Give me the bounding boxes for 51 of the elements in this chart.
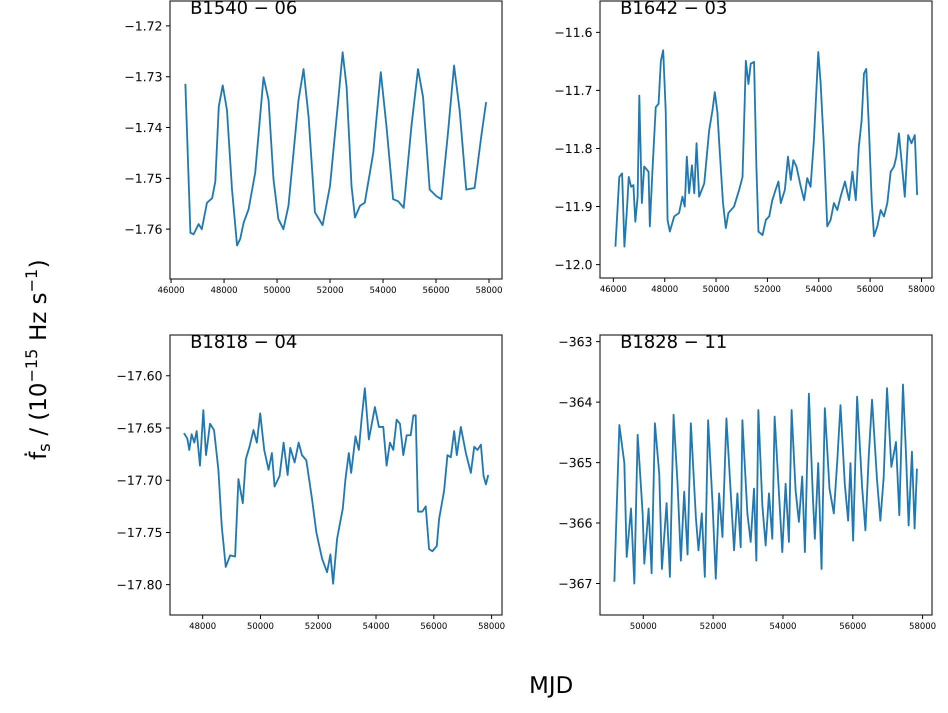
x-tick-label: 54000: [370, 286, 396, 293]
line-series: [184, 51, 488, 246]
y-tick-label: −11.7: [556, 86, 592, 95]
y-tick-label: −11.6: [556, 28, 592, 38]
x-tick-label: 58000: [910, 622, 936, 629]
y-tick-label: −1.76: [126, 224, 162, 234]
x-tick-label: 56000: [857, 286, 884, 292]
y-tick-label: −17.65: [118, 423, 162, 433]
y-tick-label: −364: [560, 397, 592, 407]
y-tick-label: −1.72: [126, 21, 162, 31]
x-tick-label: 50000: [703, 286, 729, 292]
y-tick-label: −11.8: [556, 144, 592, 154]
x-tick-label: 48000: [210, 286, 237, 293]
y-tick-label: −1.73: [126, 72, 162, 82]
x-tick-label: 54000: [770, 622, 796, 629]
x-tick-label: 54000: [806, 286, 832, 292]
y-tick-label: −17.75: [118, 528, 162, 538]
x-tick-label: 58000: [478, 622, 505, 629]
x-tick-label: 48000: [190, 622, 216, 629]
x-tick-label: 46000: [158, 286, 184, 293]
y-axis-title: ḟ$_{s}$ / (10$^{−15}$ Hz s$^{−1}$): [24, 261, 50, 460]
x-tick-label: 52000: [754, 286, 780, 292]
x-tick-label: 52000: [305, 622, 332, 629]
y-tick-label: −17.80: [118, 580, 162, 590]
x-tick-label: 54000: [363, 622, 389, 629]
x-axis-title: MJD: [531, 676, 572, 698]
y-tick-label: −363: [560, 336, 592, 346]
line-series: [613, 384, 918, 584]
y-tick-label: −366: [560, 518, 592, 528]
y-tick-label: −17.70: [118, 475, 162, 485]
y-tick-label: −11.9: [556, 202, 592, 212]
x-tick-label: 56000: [840, 622, 866, 629]
x-tick-label: 50000: [264, 286, 290, 293]
x-tick-label: 56000: [421, 622, 447, 629]
y-tick-label: −365: [560, 458, 592, 468]
y-tick-label: −1.75: [126, 174, 162, 183]
x-tick-label: 46000: [600, 286, 626, 292]
line-series: [614, 49, 918, 248]
y-tick-label: −1.74: [126, 122, 162, 132]
y-tick-label: −17.60: [118, 371, 162, 380]
y-tick-label: −12.0: [556, 260, 592, 270]
x-tick-label: 48000: [652, 286, 678, 292]
line-series: [183, 387, 490, 585]
x-tick-label: 56000: [423, 286, 449, 293]
x-tick-label: 52000: [700, 622, 726, 629]
x-tick-label: 52000: [317, 286, 343, 293]
x-tick-label: 58000: [476, 286, 502, 293]
x-tick-label: 50000: [630, 622, 656, 629]
y-tick-label: −367: [560, 578, 592, 588]
x-tick-label: 50000: [248, 622, 274, 629]
x-tick-label: 58000: [908, 286, 934, 292]
